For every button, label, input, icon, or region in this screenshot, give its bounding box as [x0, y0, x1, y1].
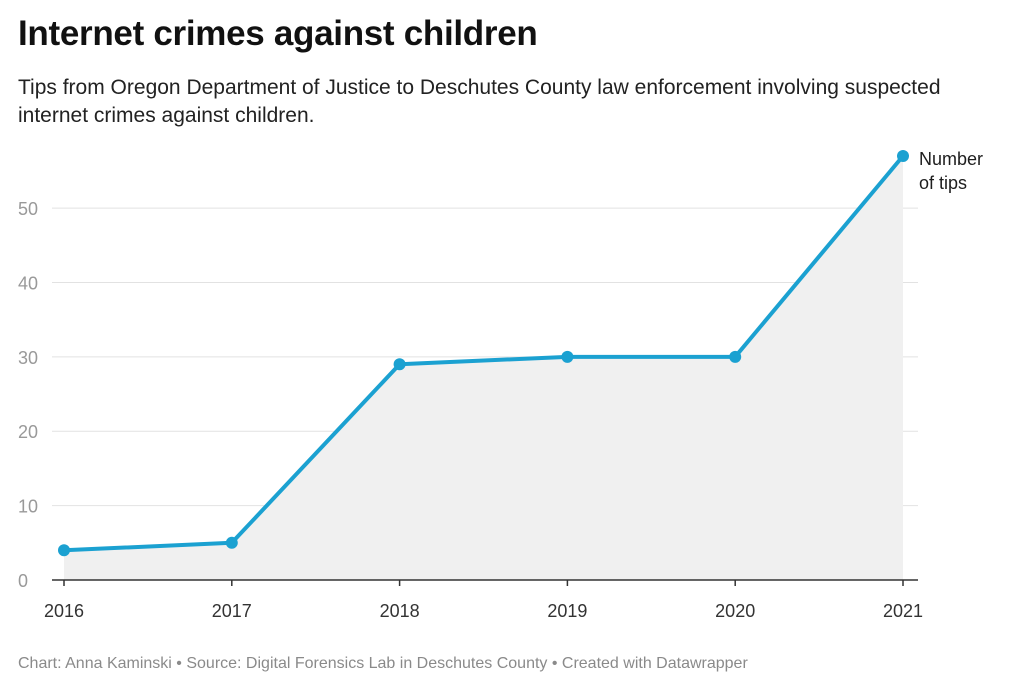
chart-footer: Chart: Anna Kaminski • Source: Digital F…	[18, 655, 748, 672]
y-tick-label-30: 30	[18, 348, 38, 368]
y-tick-label-10: 10	[18, 497, 38, 517]
data-point-2018	[393, 358, 406, 371]
chart-title: Internet crimes against children	[18, 14, 538, 53]
data-point-2019	[561, 350, 574, 363]
x-axis	[52, 579, 918, 586]
x-tick-label-2017: 2017	[212, 601, 252, 621]
x-tick-label-2016: 2016	[44, 601, 84, 621]
tick-labels: 0 10 20 30 40 50 2016 2017 2018 2019 2020 2021 Numbe…	[18, 149, 983, 621]
x-tick-label-2019: 2019	[547, 601, 587, 621]
y-tick-label-0: 0	[18, 571, 28, 591]
series-line-group	[62, 154, 905, 553]
x-tick-label-2021: 2021	[883, 601, 923, 621]
series-label: Number of tips	[919, 149, 983, 193]
series-label-line-2: of tips	[919, 173, 967, 193]
chart-subtitle: Tips from Oregon Department of Justice t…	[18, 76, 941, 127]
series-area-fill	[64, 156, 903, 580]
y-tick-label-20: 20	[18, 422, 38, 442]
series-label-line-1: Number	[919, 149, 983, 169]
data-points	[58, 150, 909, 557]
series-line	[62, 154, 905, 553]
y-tick-label-40: 40	[18, 273, 38, 293]
x-tick-label-2020: 2020	[715, 601, 755, 621]
y-tick-label-50: 50	[18, 199, 38, 219]
x-tick-label-2018: 2018	[380, 601, 420, 621]
data-point-2020	[729, 350, 742, 363]
data-point-2021	[897, 150, 909, 162]
data-point-2016	[58, 544, 70, 557]
area-fill-group	[64, 156, 903, 580]
data-point-2017	[225, 536, 238, 549]
